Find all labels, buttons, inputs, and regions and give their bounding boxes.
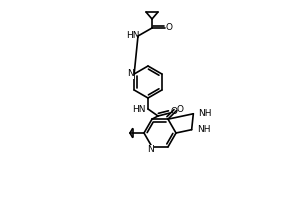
- Text: HN: HN: [126, 30, 140, 40]
- Text: N: N: [127, 70, 134, 78]
- Text: O: O: [170, 108, 178, 116]
- Text: O: O: [177, 105, 184, 114]
- Text: NH: NH: [198, 109, 212, 118]
- Text: HN: HN: [132, 104, 146, 114]
- Text: N: N: [147, 145, 153, 154]
- Text: NH: NH: [197, 125, 210, 134]
- Text: O: O: [166, 23, 172, 32]
